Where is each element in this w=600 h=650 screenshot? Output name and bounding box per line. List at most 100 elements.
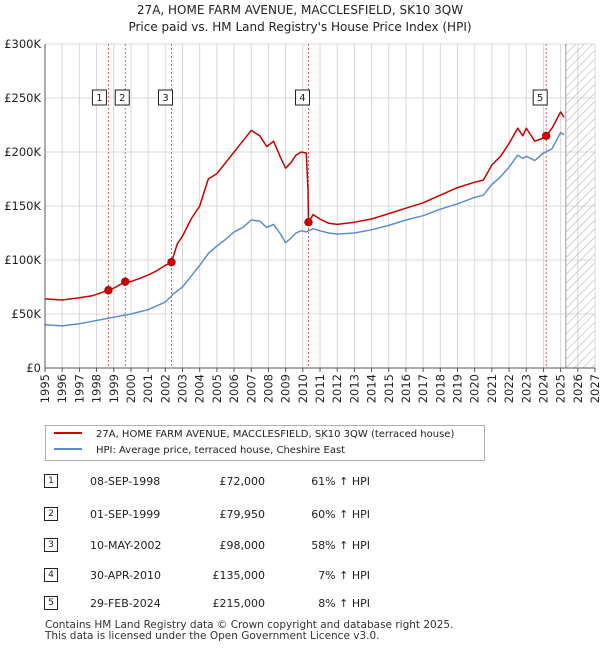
- sale-label-number: 3: [162, 93, 168, 104]
- x-tick-label: 2019: [451, 374, 465, 403]
- table-row: 1 08-SEP-1998 £72,000 61% ↑ HPI: [0, 472, 600, 492]
- x-tick-label: 2022: [502, 374, 516, 403]
- sale-label-number: 1: [96, 93, 102, 104]
- x-tick-label: 2004: [193, 374, 207, 403]
- x-tick-label: 2021: [485, 374, 499, 403]
- x-tick-label: 2025: [554, 374, 568, 403]
- sale-price: £135,000: [212, 569, 266, 582]
- x-tick-label: 2024: [536, 374, 550, 403]
- legend-swatch-property: [54, 432, 82, 434]
- sale-label-box: 2: [114, 89, 130, 106]
- chart-title-line1: 27A, HOME FARM AVENUE, MACCLESFIELD, SK1…: [136, 3, 464, 17]
- footer-licence: This data is licensed under the Open Gov…: [45, 630, 380, 642]
- y-tick-label: £0: [26, 361, 41, 375]
- sale-hpi-diff: 58% ↑ HPI: [311, 539, 370, 552]
- x-tick-label: 2026: [571, 374, 585, 403]
- sale-date: 29-FEB-2024: [90, 597, 161, 610]
- legend-label-property: 27A, HOME FARM AVENUE, MACCLESFIELD, SK1…: [96, 429, 455, 440]
- x-tick-label: 1998: [90, 374, 104, 403]
- sale-hpi-diff: 7% ↑ HPI: [318, 569, 370, 582]
- sale-number-badge: 3: [44, 538, 58, 552]
- property-price-line: [44, 111, 565, 301]
- x-tick-label: 1995: [38, 374, 52, 403]
- y-tick-label: £150K: [4, 199, 41, 213]
- sale-price: £98,000: [219, 539, 266, 552]
- x-tick-label: 2015: [382, 374, 396, 403]
- sale-label-box: 4: [294, 89, 310, 106]
- sale-hpi-diff: 60% ↑ HPI: [311, 508, 370, 521]
- table-row: 5 29-FEB-2024 £215,000 8% ↑ HPI: [0, 594, 600, 614]
- sale-label-number: 5: [537, 93, 543, 104]
- x-tick-label: 2013: [347, 374, 361, 403]
- x-tick-label: 2000: [124, 374, 138, 403]
- hpi-line: [44, 131, 565, 327]
- x-tick-label: 2005: [210, 374, 224, 403]
- sale-price: £72,000: [219, 475, 266, 488]
- sale-number-badge: 5: [44, 596, 58, 610]
- table-row: 4 30-APR-2010 £135,000 7% ↑ HPI: [0, 566, 600, 586]
- sale-label-frame: [294, 89, 310, 106]
- sale-label-box: 5: [532, 89, 548, 106]
- sale-number-badge: 4: [44, 568, 58, 582]
- table-row: 2 01-SEP-1999 £79,950 60% ↑ HPI: [0, 505, 600, 525]
- footer-copyright: Contains HM Land Registry data © Crown c…: [45, 619, 454, 631]
- x-tick-label: 2006: [227, 374, 241, 403]
- sale-label-number: 4: [299, 93, 305, 104]
- legend-item-property: 27A, HOME FARM AVENUE, MACCLESFIELD, SK1…: [54, 427, 454, 443]
- price-chart: 1 2 3 4 5 £0 £50K £100K £150K £200K £250K £300K 199…: [4, 37, 600, 403]
- sale-marker: [167, 257, 176, 267]
- sale-hpi-diff: 61% ↑ HPI: [311, 475, 370, 488]
- sale-price: £79,950: [219, 508, 266, 521]
- x-tick-label: 2001: [141, 374, 155, 403]
- x-tick-label: 2008: [261, 374, 275, 403]
- x-tick-label: 1997: [72, 374, 86, 403]
- sale-label-frame: [114, 89, 130, 106]
- sale-marker: [541, 131, 551, 140]
- sale-date: 30-APR-2010: [90, 569, 162, 582]
- sale-markers: [104, 131, 551, 295]
- x-tick-label: 2016: [399, 374, 413, 403]
- x-tick-label: 2017: [416, 374, 430, 403]
- legend: 27A, HOME FARM AVENUE, MACCLESFIELD, SK1…: [45, 425, 485, 461]
- x-tick-label: 2009: [279, 374, 293, 403]
- sale-date: 08-SEP-1998: [90, 475, 161, 488]
- legend-label-hpi: HPI: Average price, terraced house, Ches…: [96, 445, 346, 456]
- x-tick-label: 2018: [433, 374, 447, 403]
- x-tick-label: 2027: [588, 374, 600, 403]
- sale-label-frame: [158, 89, 173, 106]
- y-tick-label: £200K: [4, 145, 41, 159]
- sale-label-box: 1: [91, 89, 107, 106]
- legend-swatch-hpi: [54, 448, 82, 450]
- sale-price: £215,000: [212, 597, 266, 610]
- x-tick-label: 2023: [519, 374, 533, 403]
- x-tick-label: 2020: [468, 374, 482, 403]
- table-row: 3 10-MAY-2002 £98,000 58% ↑ HPI: [0, 536, 600, 556]
- sale-label-box: 3: [158, 89, 173, 106]
- x-tick-label: 1996: [55, 374, 69, 403]
- sale-marker: [121, 277, 130, 286]
- y-tick-label: £100K: [4, 253, 41, 267]
- y-tick-label: £50K: [12, 307, 42, 321]
- x-tick-label: 1999: [107, 374, 121, 403]
- sale-date: 10-MAY-2002: [90, 539, 162, 552]
- x-tick-label: 2007: [244, 374, 258, 403]
- x-tick-label: 2010: [296, 374, 310, 403]
- x-tick-label: 2002: [158, 374, 172, 403]
- sale-number-badge: 1: [44, 474, 58, 488]
- sale-label-frame: [532, 89, 548, 106]
- x-tick-label: 2003: [176, 374, 190, 403]
- sale-date: 01-SEP-1999: [90, 508, 161, 521]
- sale-marker: [104, 286, 113, 295]
- sale-number-badge: 2: [44, 507, 58, 521]
- chart-title-line2: Price paid vs. HM Land Registry's House …: [128, 20, 472, 34]
- series-lines: [44, 111, 565, 327]
- legend-item-hpi: HPI: Average price, terraced house, Ches…: [54, 443, 345, 459]
- y-tick-label: £300K: [4, 37, 41, 51]
- sale-label-boxes: 1 2 3 4 5: [91, 89, 548, 106]
- future-hatch-region: [565, 44, 595, 368]
- x-tick-label: 2014: [365, 374, 379, 403]
- sale-hpi-diff: 8% ↑ HPI: [318, 597, 370, 610]
- sale-label-number: 2: [119, 93, 125, 104]
- y-tick-label: £250K: [4, 91, 41, 105]
